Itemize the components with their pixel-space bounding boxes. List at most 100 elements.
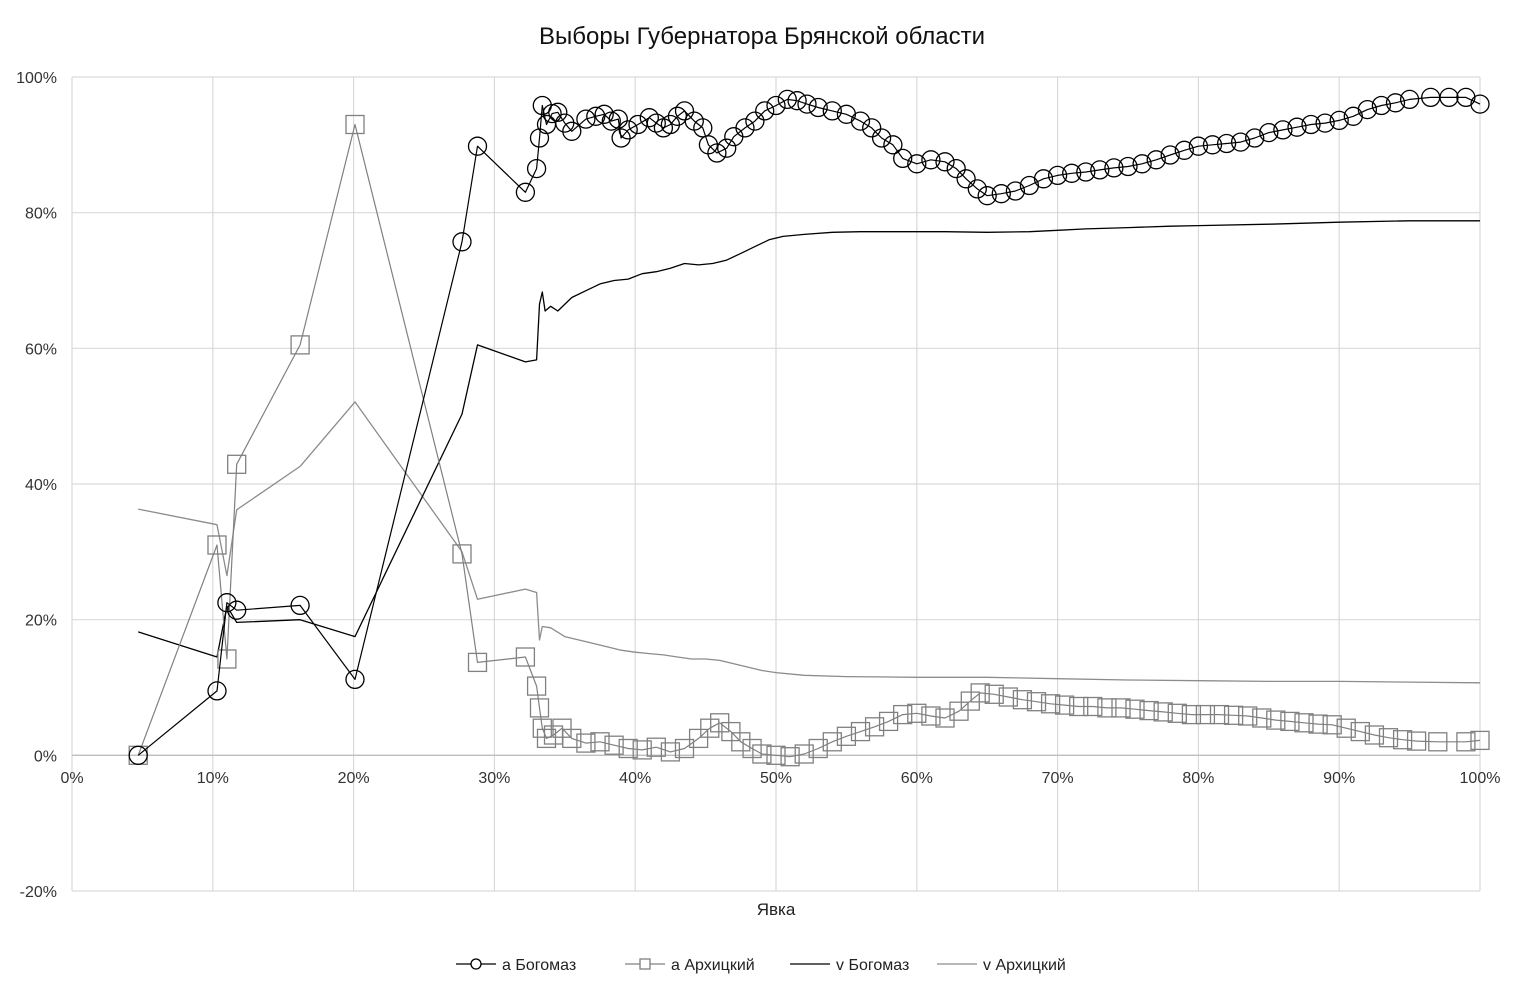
series-line xyxy=(137,96,1481,756)
x-axis-label: Явка xyxy=(757,900,796,919)
data-point xyxy=(1280,711,1300,732)
data-point xyxy=(1146,150,1166,170)
x-tick-label: 0% xyxy=(60,770,83,787)
data-point xyxy=(674,738,695,759)
data-point xyxy=(611,128,631,148)
series-4 xyxy=(138,401,1481,684)
series-1 xyxy=(128,87,1490,765)
y-tick-label: 20% xyxy=(25,613,57,630)
data-point xyxy=(731,732,751,752)
data-point xyxy=(515,647,536,667)
data-point xyxy=(639,108,659,128)
data-point xyxy=(707,143,727,163)
x-tick-label: 90% xyxy=(1323,770,1355,787)
data-point xyxy=(515,182,536,202)
data-point xyxy=(935,152,955,172)
legend-item: а Архицкий xyxy=(625,957,755,974)
data-point xyxy=(794,744,814,764)
data-point xyxy=(536,728,557,749)
x-tick-label: 40% xyxy=(619,770,651,787)
data-point xyxy=(1294,713,1314,733)
data-point xyxy=(227,600,247,620)
chart-title: Выборы Губернатора Брянской области xyxy=(539,23,985,50)
x-tick-label: 80% xyxy=(1182,770,1214,787)
data-point xyxy=(862,118,882,138)
data-point xyxy=(552,718,572,738)
data-point xyxy=(1357,99,1378,120)
data-point xyxy=(850,111,871,131)
data-point xyxy=(1470,94,1490,114)
data-point xyxy=(1062,163,1082,183)
data-point xyxy=(956,169,976,189)
data-point xyxy=(345,114,365,135)
data-point xyxy=(797,94,817,114)
data-point xyxy=(290,595,310,616)
data-point xyxy=(717,138,737,158)
data-point xyxy=(1012,690,1033,710)
data-point xyxy=(721,721,741,742)
data-point xyxy=(745,111,765,131)
legend: а Богомаз а Архицкий v Богомаз v Архицкий xyxy=(456,957,1066,974)
data-point xyxy=(576,109,596,129)
x-tick-label: 50% xyxy=(760,770,792,787)
data-point xyxy=(576,733,596,753)
data-point xyxy=(646,113,666,133)
data-point xyxy=(735,118,755,138)
data-point xyxy=(1392,730,1413,750)
data-point xyxy=(1329,110,1349,131)
data-point xyxy=(1104,158,1124,178)
data-point xyxy=(1266,710,1286,730)
y-tick-label: 80% xyxy=(25,206,57,223)
data-point xyxy=(1245,128,1265,148)
data-point xyxy=(217,593,237,613)
data-point xyxy=(949,701,969,721)
data-point xyxy=(660,742,681,762)
data-point xyxy=(227,454,247,474)
data-point xyxy=(674,101,695,121)
data-point xyxy=(967,179,987,199)
data-point xyxy=(217,649,237,669)
data-point xyxy=(1132,154,1152,174)
data-point xyxy=(467,136,488,156)
data-point xyxy=(1160,145,1180,165)
data-point xyxy=(1385,93,1406,113)
data-point xyxy=(1428,732,1448,752)
data-point xyxy=(1118,156,1138,177)
data-point xyxy=(586,106,606,126)
data-point xyxy=(532,718,552,738)
data-point xyxy=(822,732,842,752)
data-point xyxy=(1181,704,1202,725)
series-line xyxy=(137,123,1481,758)
data-point xyxy=(601,111,621,131)
data-point xyxy=(604,735,624,755)
legend-label: а Богомаз xyxy=(502,957,576,974)
data-point xyxy=(946,158,966,179)
series-2 xyxy=(128,114,1490,767)
data-point xyxy=(1209,704,1230,725)
data-point xyxy=(1406,731,1427,751)
data-point xyxy=(998,687,1018,707)
data-point xyxy=(688,728,709,749)
data-point xyxy=(864,717,885,737)
legend-marker xyxy=(470,958,482,970)
y-tick-label: -20% xyxy=(20,884,57,901)
data-point xyxy=(1054,695,1075,715)
data-point xyxy=(1083,696,1103,717)
data-point xyxy=(1287,117,1307,137)
data-point xyxy=(452,232,472,252)
x-tick-label: 70% xyxy=(1042,770,1074,787)
data-point xyxy=(1378,728,1399,748)
data-point xyxy=(977,186,997,206)
plot-area xyxy=(128,87,1490,767)
data-point xyxy=(907,703,927,723)
data-point xyxy=(777,89,797,110)
data-point xyxy=(632,740,652,760)
data-point xyxy=(935,708,955,728)
data-point xyxy=(1252,708,1272,728)
data-point xyxy=(562,728,582,749)
data-point xyxy=(1090,160,1110,180)
data-point xyxy=(548,102,568,122)
data-point xyxy=(780,747,800,767)
data-point xyxy=(1439,87,1459,108)
